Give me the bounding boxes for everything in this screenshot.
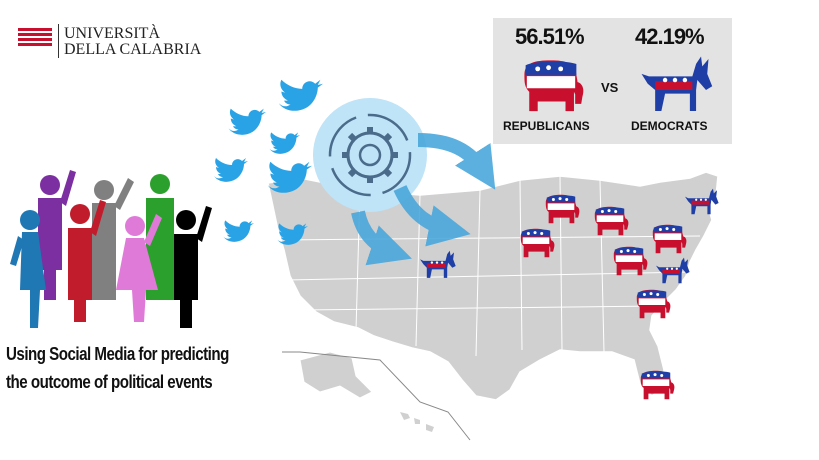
democrats-label: DEMOCRATS (631, 119, 708, 133)
slide-caption: Using Social Media for predicting the ou… (6, 340, 250, 396)
elephant-icon (524, 60, 584, 112)
twitter-bird-icon (223, 220, 254, 242)
flow-arrows (351, 133, 496, 266)
donkey-icon (641, 56, 713, 112)
republicans-percent: 56.51% (515, 24, 585, 49)
election-results-panel: 56.51% 42.19% VS REPUBLICANS DEMOCRATS (493, 18, 732, 144)
university-logo: UNIVERSITÀ DELLA CALABRIA (18, 22, 218, 62)
twitter-bird-icon (278, 79, 323, 111)
logo-text-line1: UNIVERSITÀ (64, 25, 160, 42)
logo-divider (58, 24, 59, 58)
twitter-bird-icon (269, 132, 300, 154)
twitter-bird-icon (214, 158, 248, 182)
caption-line2: the outcome of political events (6, 372, 213, 392)
caption-line1: Using Social Media for predicting (6, 344, 229, 364)
democrats-percent: 42.19% (635, 24, 705, 49)
republicans-label: REPUBLICANS (503, 119, 590, 133)
elephant-icon (640, 370, 675, 400)
logo-mark-icon (18, 28, 52, 50)
people-group (10, 170, 212, 328)
twitter-bird-icon (228, 108, 266, 135)
gear-icon (313, 98, 427, 212)
logo-text-line2: DELLA CALABRIA (64, 41, 202, 58)
vs-label: VS (601, 80, 619, 95)
